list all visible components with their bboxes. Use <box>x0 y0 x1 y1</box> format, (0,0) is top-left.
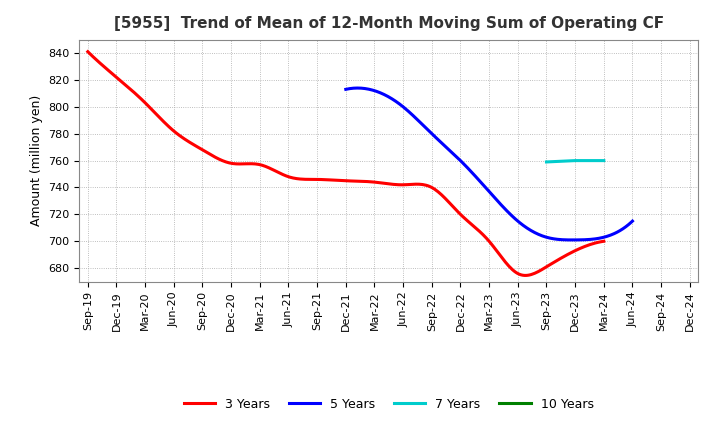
3 Years <box>391 182 400 187</box>
5 Years <box>513 218 522 224</box>
3 Years <box>553 258 562 263</box>
Legend: 3 Years, 5 Years, 7 Years, 10 Years: 3 Years, 5 Years, 7 Years, 10 Years <box>179 393 598 416</box>
5 Years <box>603 234 612 239</box>
3 Years <box>85 51 94 56</box>
5 Years <box>567 237 575 242</box>
7 Years <box>542 159 551 165</box>
5 Years <box>343 87 351 92</box>
5 Years <box>585 237 594 242</box>
3 Years <box>84 49 92 55</box>
5 Years <box>628 219 636 224</box>
Line: 3 Years: 3 Years <box>88 52 604 275</box>
5 Years <box>353 85 361 91</box>
7 Years <box>600 158 608 163</box>
3 Years <box>389 182 397 187</box>
3 Years <box>522 273 531 278</box>
5 Years <box>341 87 350 92</box>
5 Years <box>512 217 521 223</box>
7 Years <box>571 158 580 163</box>
3 Years <box>518 272 527 278</box>
Line: 5 Years: 5 Years <box>346 88 632 240</box>
Y-axis label: Amount (million yen): Amount (million yen) <box>30 95 42 226</box>
3 Years <box>600 238 608 244</box>
Line: 7 Years: 7 Years <box>546 161 604 162</box>
Title: [5955]  Trend of Mean of 12-Month Moving Sum of Operating CF: [5955] Trend of Mean of 12-Month Moving … <box>114 16 664 32</box>
5 Years <box>518 222 526 227</box>
3 Years <box>400 182 408 187</box>
